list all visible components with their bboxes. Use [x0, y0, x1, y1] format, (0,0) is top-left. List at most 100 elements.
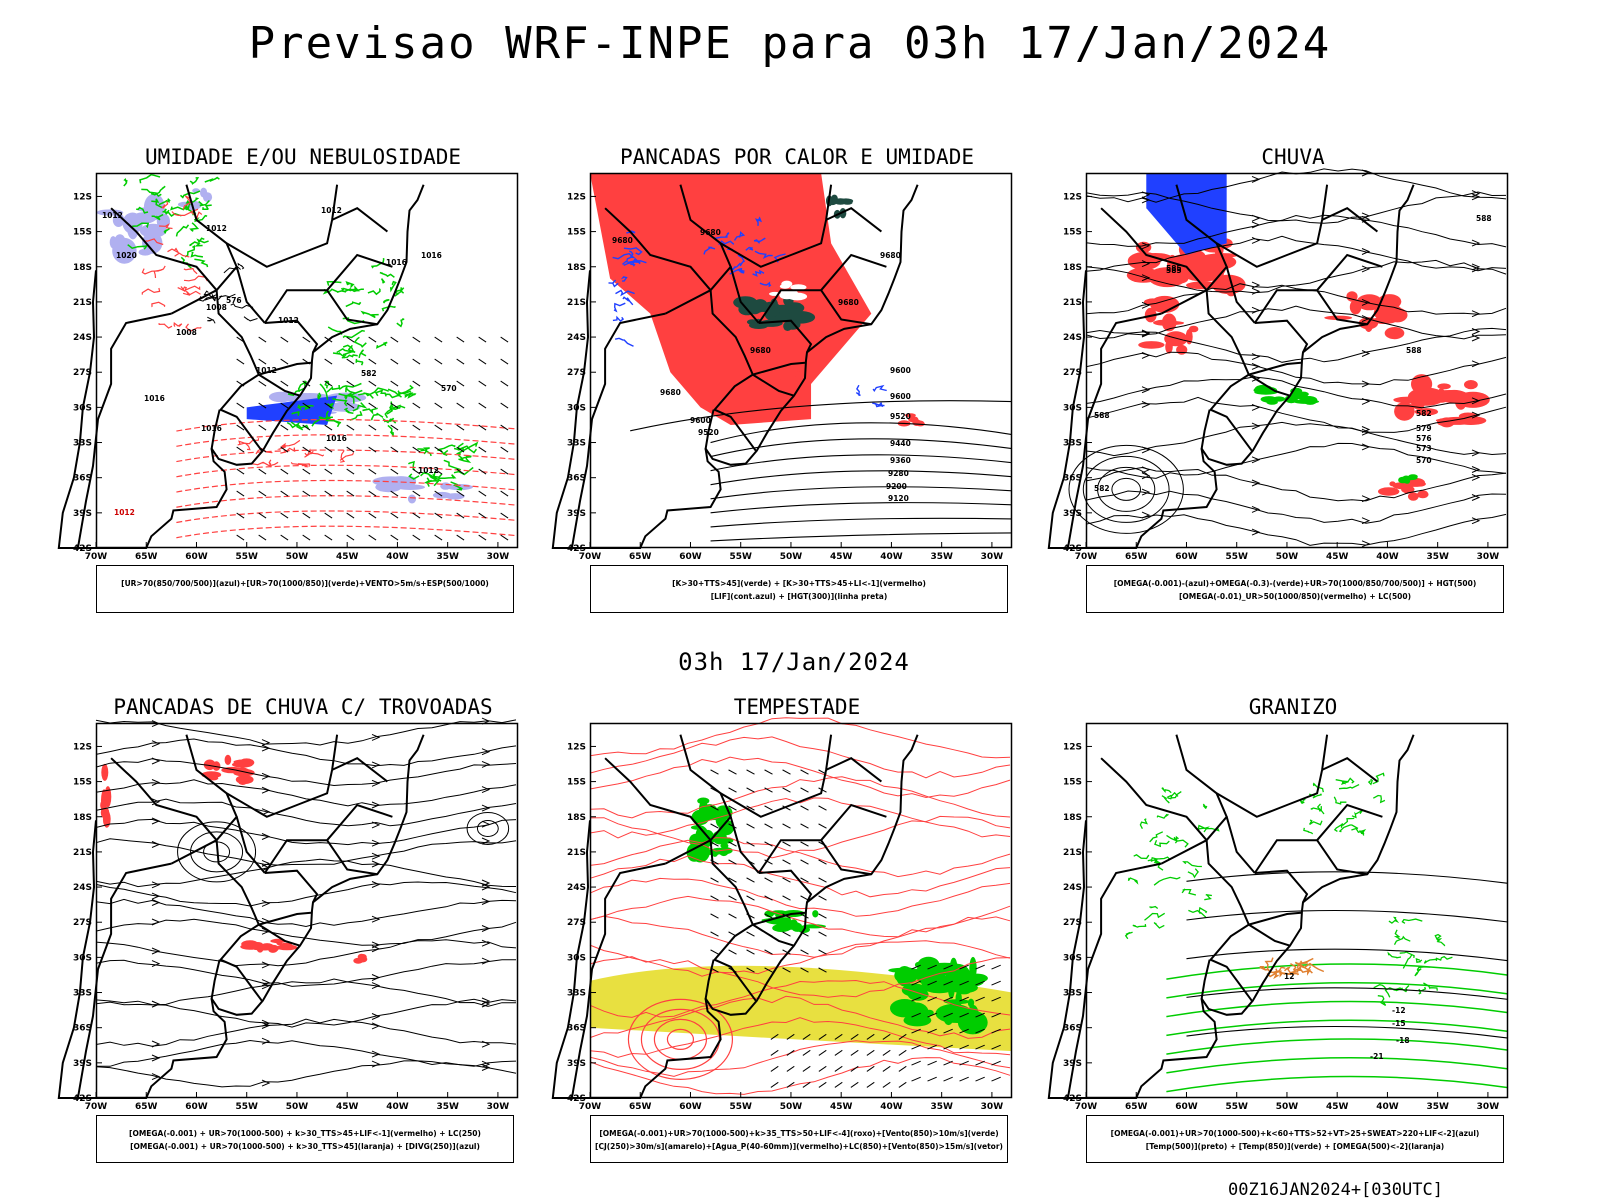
lc250-streamline-arrow [371, 945, 381, 953]
lc250-streamline-arrow [151, 881, 161, 889]
rain-red-area [1209, 253, 1238, 258]
lc250-streamline-arrow [261, 1079, 271, 1087]
contour-label: 588 [1476, 214, 1492, 223]
wind-vector [786, 1049, 795, 1056]
hgt500-streamline-arrow [1471, 494, 1481, 501]
lc250-streamline-arrow [371, 974, 381, 981]
hgt500-streamline-arrow [1471, 517, 1481, 525]
humidity-green-contour [291, 411, 300, 416]
lif-blue-contour [626, 250, 634, 262]
wind-vector [500, 358, 509, 365]
lat-label: 27S [73, 918, 92, 928]
wind-vector [975, 1060, 985, 1066]
wind-vector [959, 964, 969, 970]
humidity-green-contour [189, 222, 200, 232]
wind-vector [764, 967, 773, 973]
rain-red-area [1138, 341, 1165, 349]
country-border [679, 734, 732, 841]
humidity-green-contour [336, 288, 356, 293]
lc850-streamline [589, 940, 1011, 977]
wind-vector [710, 895, 719, 901]
hgt500-streamline-arrow [1141, 351, 1151, 359]
country-border [170, 289, 218, 315]
humidity-green-contour [338, 393, 362, 402]
wind-vector [782, 805, 791, 811]
country-border [1321, 207, 1379, 233]
temp850-green-contour [1127, 877, 1139, 885]
contour-label: 9680 [700, 228, 721, 237]
humidity-green-contour [189, 177, 200, 185]
lif-blue-contour [613, 302, 626, 313]
wind-vector [991, 1060, 1001, 1066]
hgt500-streamline-arrow [1141, 301, 1151, 309]
panel-title: GRANIZO [1248, 695, 1338, 719]
temp850-green-contour [1340, 777, 1355, 786]
country-border [1175, 184, 1228, 291]
omega-orange-contour [1294, 961, 1313, 974]
wind-vector [434, 380, 443, 387]
lif-blue-contour [612, 315, 625, 323]
hgt500-streamline [1085, 421, 1507, 457]
wind-vector [390, 336, 399, 343]
wind-vector [258, 424, 267, 431]
humidity-green-contour [345, 280, 355, 289]
wind-vector [478, 490, 487, 497]
thickness-red-contour [251, 461, 279, 467]
wind-vector [927, 964, 937, 970]
wind-green-area [948, 980, 955, 999]
humidity-green-contour [332, 352, 346, 359]
lif-blue-contour [729, 267, 743, 275]
lon-label: 55W [235, 552, 258, 562]
hgt500-streamline [1085, 214, 1507, 248]
wind-green-area [720, 842, 729, 849]
lat-label: 24S [567, 333, 586, 343]
legend-line: [LIF](cont.azul) + [HGT(300)](linha pret… [710, 592, 888, 601]
convection-red-area [767, 359, 776, 370]
lon-label: 65W [629, 1102, 652, 1112]
hgt500-streamline-arrow [1141, 274, 1151, 282]
wind-vector [898, 1033, 907, 1040]
lon-label: 55W [729, 552, 752, 562]
lat-label: 15S [1063, 778, 1082, 788]
country-border [1216, 734, 1329, 818]
country-border [604, 757, 712, 841]
legend-box: [OMEGA(-0.001)+UR>70(1000-500)+k<60+TTS>… [1086, 1115, 1504, 1163]
lc250-streamline-arrow [151, 947, 161, 955]
map-frame [1085, 172, 1509, 549]
wind-vector [746, 931, 755, 937]
lc250-streamline-arrow [371, 761, 381, 769]
storm-red-area [359, 954, 367, 961]
thickness-red-contour [171, 208, 199, 216]
lc250-streamline-arrow [371, 801, 381, 809]
wind-vector [478, 534, 487, 541]
lc850-streamline [589, 1017, 1011, 1058]
wind-vector [991, 996, 1001, 1002]
wind-vector [258, 380, 267, 387]
wind-vector [456, 336, 465, 343]
contour-label: -18 [1396, 1036, 1410, 1045]
hgt500-streamline-arrow [1141, 242, 1151, 250]
wind-vector [834, 1065, 843, 1072]
wind-vector [434, 512, 443, 519]
contour-label: 570 [1416, 456, 1432, 465]
lat-label: 30S [1063, 403, 1082, 413]
lon-label: 50W [286, 552, 309, 562]
contour-label: 1012 [418, 466, 439, 475]
wind-vector [434, 402, 443, 409]
country-border [758, 319, 813, 353]
lc250-streamline [95, 858, 517, 888]
wind-vector [346, 534, 355, 541]
temp850-green-contour [1149, 905, 1159, 910]
wind-vector [850, 1081, 859, 1088]
map-frame [589, 722, 1013, 1099]
lc250-streamline [95, 1018, 517, 1047]
temp850-green-contour [1341, 817, 1355, 827]
contour-label: 588 [1406, 346, 1422, 355]
lon-label: 70W [579, 552, 602, 562]
lc250-streamline-arrow [481, 760, 491, 768]
lif-blue-contour [622, 296, 634, 306]
wind-vector [478, 468, 487, 475]
temp850-green-contour [1333, 823, 1343, 832]
hgt500-streamline [1085, 259, 1507, 294]
wind-vector [236, 490, 245, 497]
